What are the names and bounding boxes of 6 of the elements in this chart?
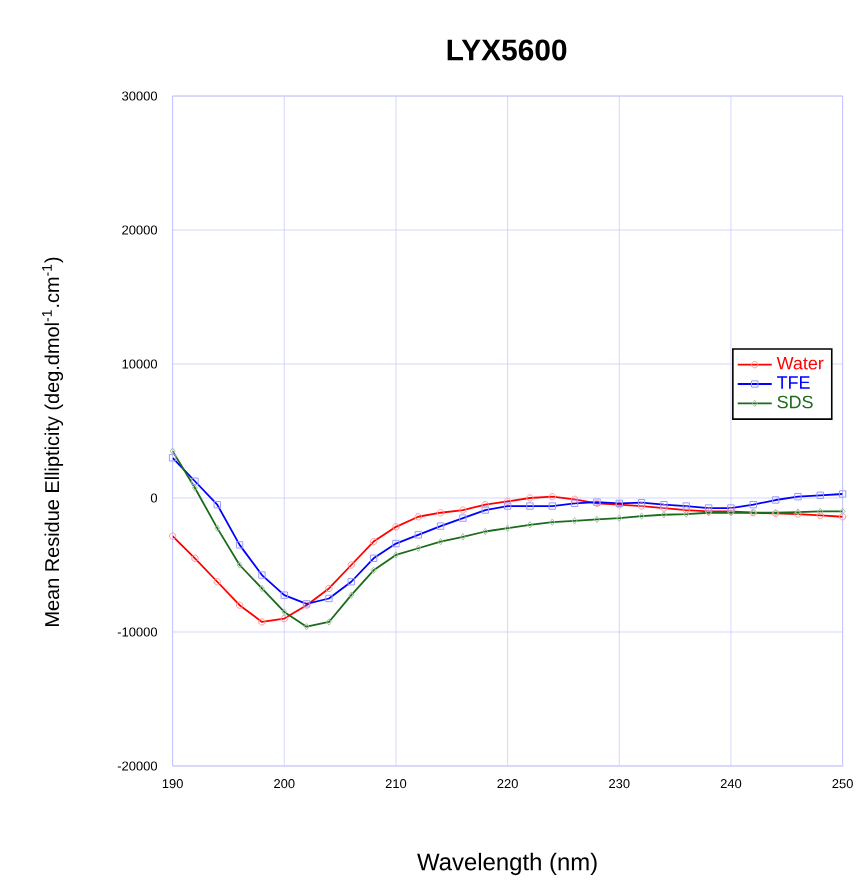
legend-label: Water [776, 357, 824, 370]
y-axis-title: Mean Residue Ellipticity (deg.dmol$^{-1}$.cm$^{-1}$) [41, 257, 63, 626]
legend-label: SDS [777, 395, 813, 409]
chart-title: LYX5600 [447, 39, 567, 61]
x-axis-title: Wavelength (nm) [416, 852, 597, 876]
legend-label: TFE [776, 376, 810, 389]
